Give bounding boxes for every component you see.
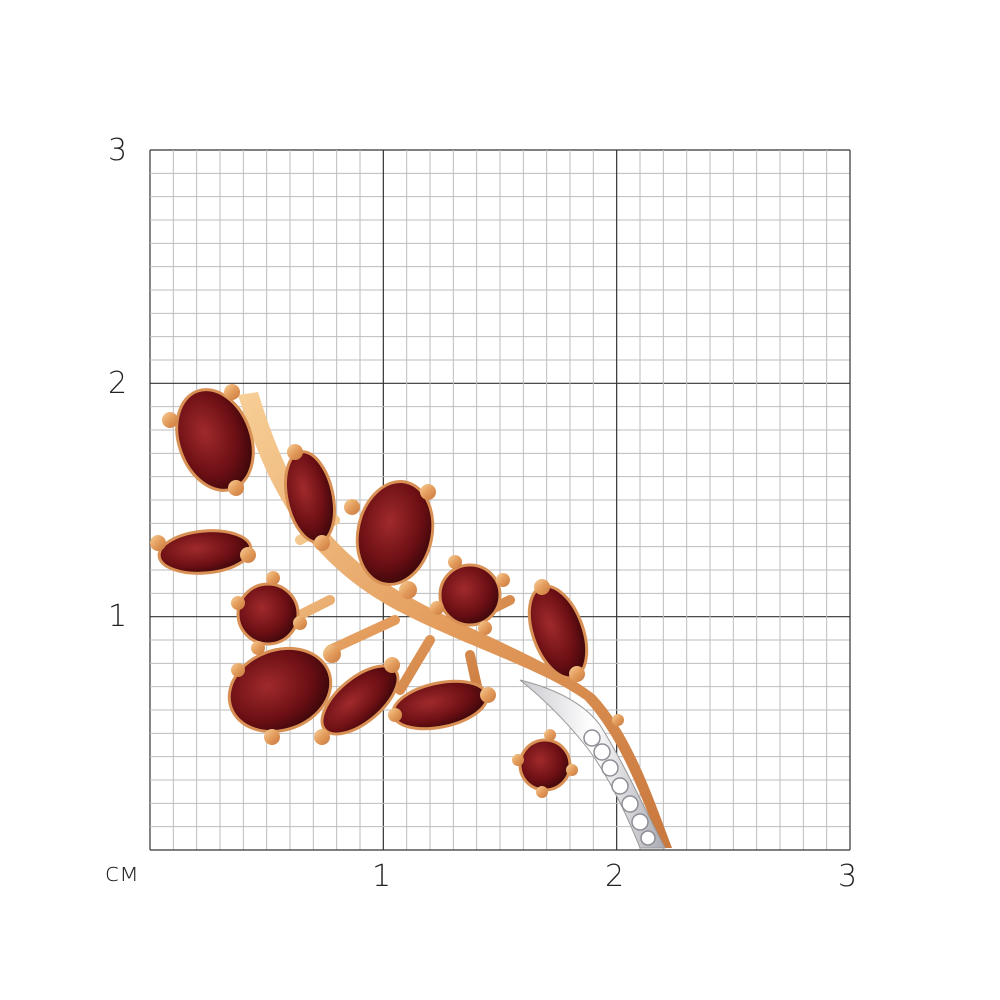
y-axis-label-2: 2 [108,366,128,401]
accent-diamonds [583,729,656,846]
unit-label: см [105,858,139,888]
y-axis-label-3: 3 [108,133,128,168]
x-axis-label-2: 2 [605,859,625,894]
x-axis-label-3: 3 [838,859,858,894]
x-axis-label-1: 1 [372,859,392,894]
gold-prongs [150,384,624,798]
y-axis-label-1: 1 [108,599,128,634]
garnet-stones [157,388,589,792]
